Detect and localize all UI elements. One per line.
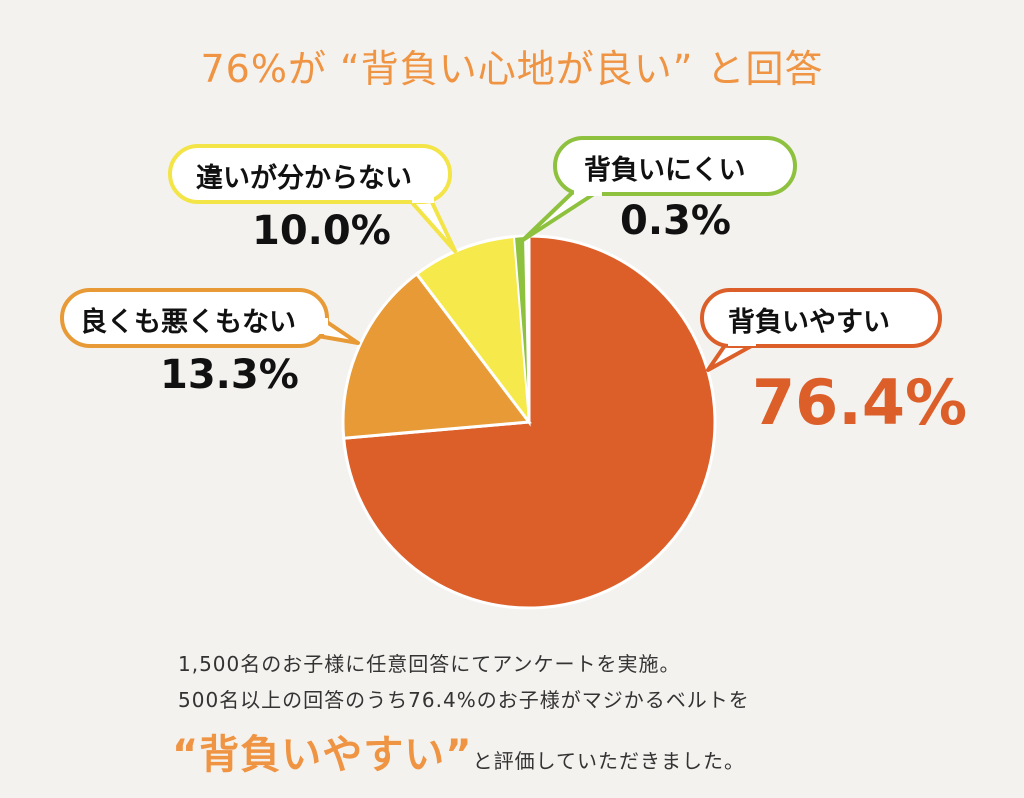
chart-title: 76%が “背負い心地が良い” と回答 xyxy=(200,47,824,91)
description-line-3-rest: と評価していただきました。 xyxy=(472,749,745,773)
callout-neutral-bubble xyxy=(60,288,360,348)
pct-unknown: 10.0% xyxy=(252,208,391,254)
pct-easy: 76.4% xyxy=(752,366,968,439)
description-line-3: “背負いやすい”と評価していただきました。 xyxy=(172,722,745,780)
label-unknown: 違いが分からない xyxy=(196,163,412,194)
description-line-1: 1,500名のお子様に任意回答にてアンケートを実施。 xyxy=(178,652,681,676)
description-line-2: 500名以上の回答のうち76.4%のお子様がマジかるベルトを xyxy=(178,688,750,712)
slice-neutral xyxy=(341,271,532,440)
callout-unknown-bubble xyxy=(168,144,457,253)
label-neutral: 良くも悪くもない xyxy=(80,307,296,338)
pct-neutral: 13.3% xyxy=(160,352,299,398)
pct-hard: 0.3% xyxy=(620,198,731,244)
callout-hard-bubble xyxy=(521,136,797,242)
callout-easy-bubble xyxy=(700,288,942,372)
highlight-easy: “背負いやすい” xyxy=(172,732,473,778)
label-hard: 背負いにくい xyxy=(584,155,746,186)
label-easy: 背負いやすい xyxy=(728,307,890,338)
